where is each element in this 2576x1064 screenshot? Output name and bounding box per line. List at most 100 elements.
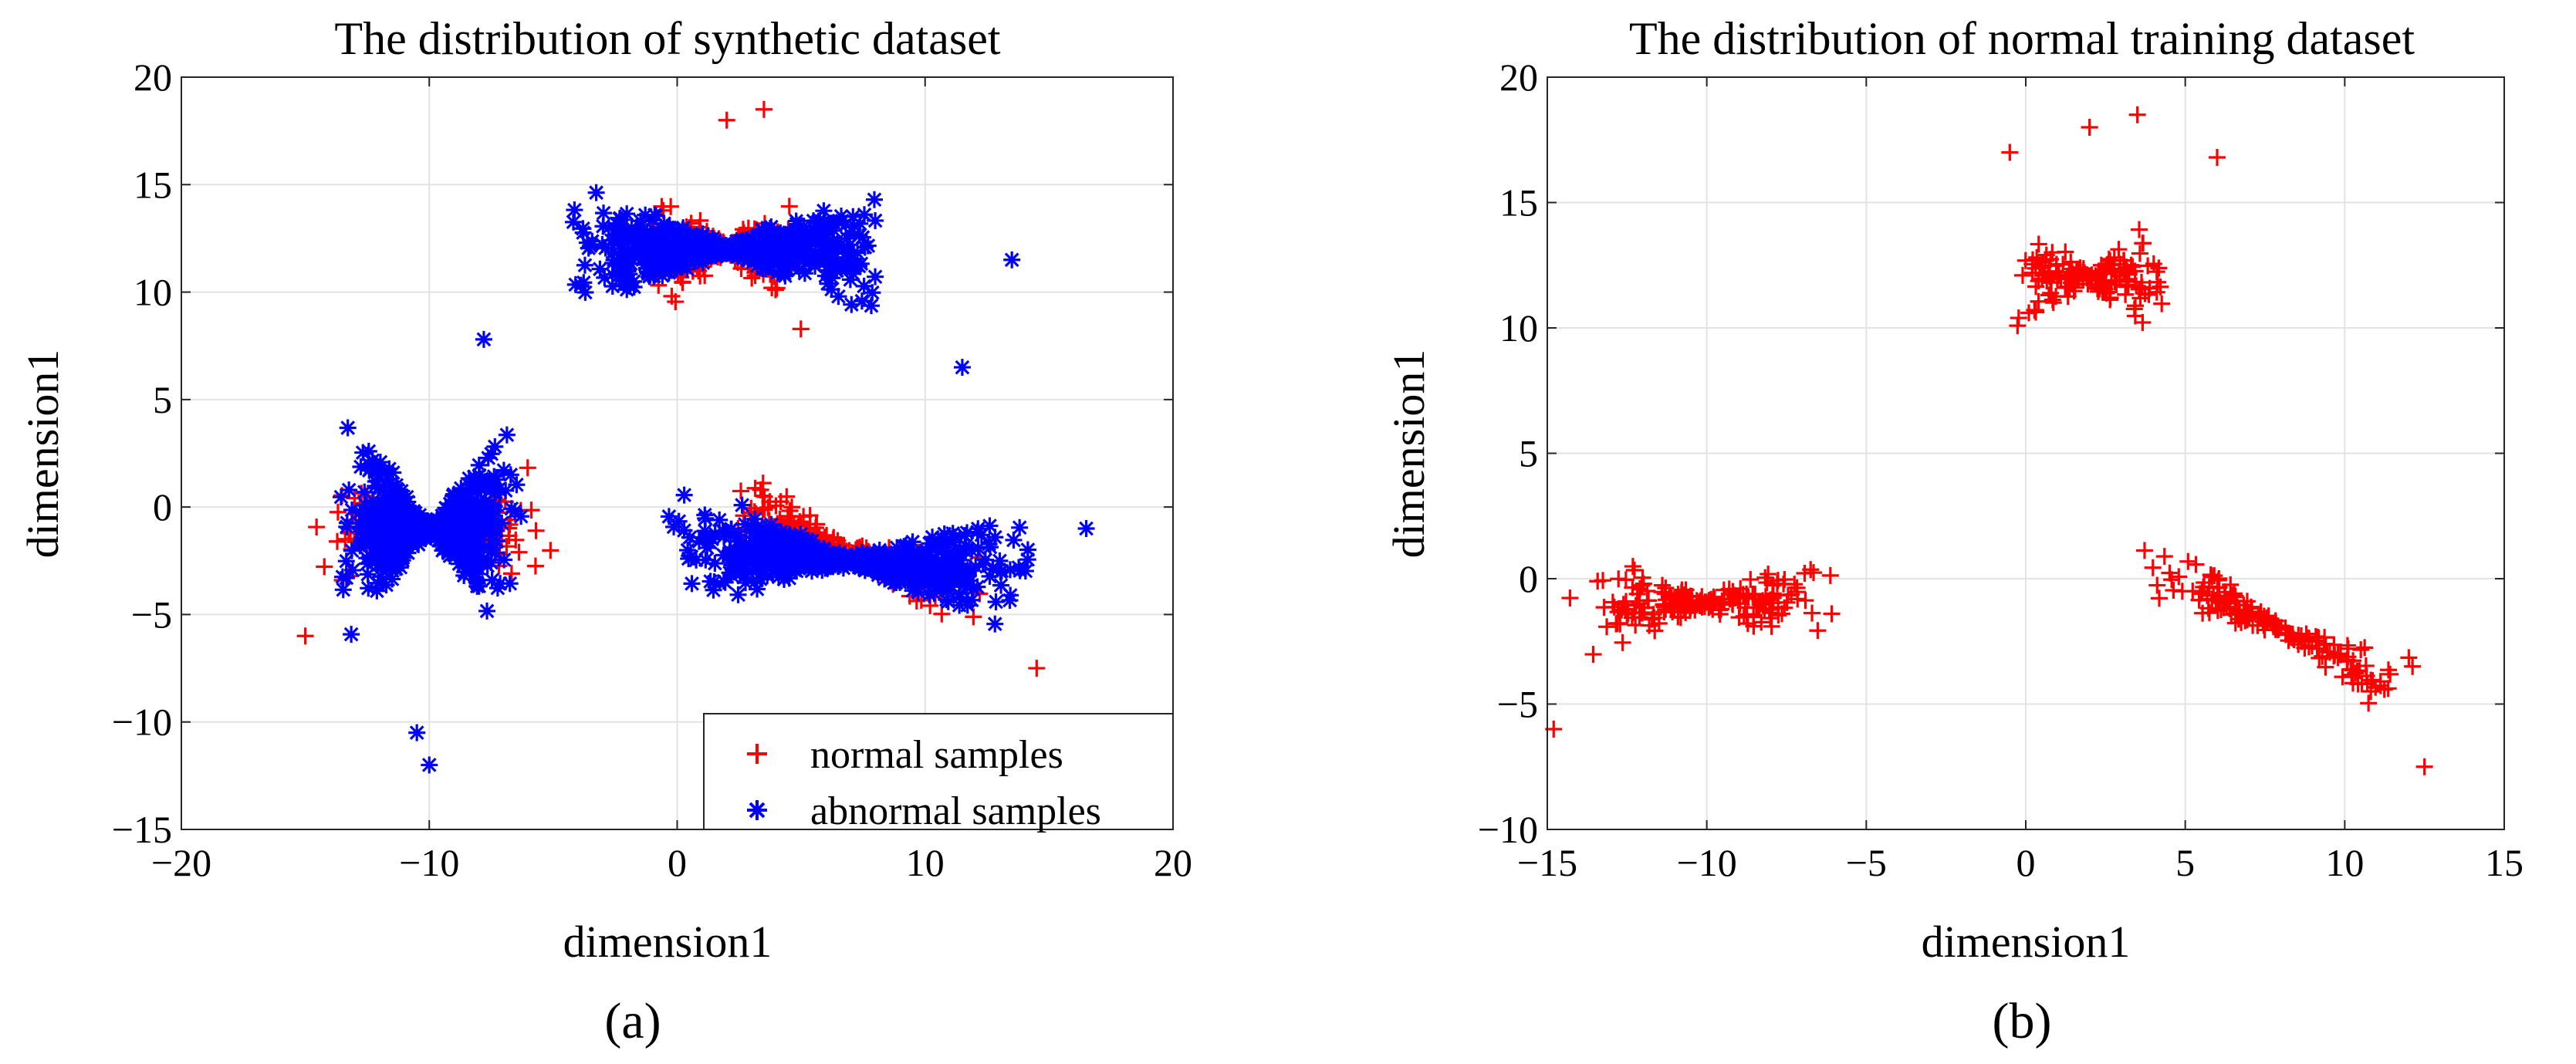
normal-sample-point <box>691 211 709 229</box>
y-tick-label: −5 <box>131 593 172 636</box>
normal-sample-point <box>754 475 772 492</box>
normal-sample-point <box>2001 144 2019 161</box>
panel-b-title: The distribution of normal training data… <box>1629 13 2415 64</box>
panel-b-label: (b) <box>1993 993 2052 1049</box>
abnormal-sample-point <box>820 216 838 234</box>
abnormal-sample-point <box>808 214 826 231</box>
abnormal-sample-point <box>418 526 435 544</box>
y-tick-label: 15 <box>134 163 172 206</box>
abnormal-sample-point <box>482 554 500 572</box>
x-tick-label: −10 <box>399 841 459 884</box>
normal-sample-point <box>674 274 691 292</box>
abnormal-sample-point <box>483 521 501 539</box>
abnormal-sample-point <box>486 502 504 520</box>
abnormal-sample-point <box>963 591 981 609</box>
normal-sample-point <box>1561 589 1579 607</box>
abnormal-sample-point <box>931 566 949 584</box>
abnormal-sample-point <box>774 562 792 580</box>
abnormal-sample-point <box>706 555 724 573</box>
abnormal-sample-point <box>776 546 793 564</box>
abnormal-sample-point <box>823 281 840 299</box>
panel-b-grid <box>1547 77 2504 829</box>
abnormal-sample-point <box>343 542 360 559</box>
abnormal-sample-point <box>473 470 491 488</box>
abnormal-sample-point <box>687 245 705 263</box>
abnormal-sample-point <box>721 238 739 255</box>
abnormal-sample-point <box>974 556 992 573</box>
y-tick-label: −10 <box>1478 808 1538 851</box>
normal-sample-point <box>1821 566 1839 584</box>
abnormal-sample-point <box>366 545 384 562</box>
abnormal-sample-point <box>595 204 613 222</box>
normal-sample-point <box>2135 542 2153 559</box>
abnormal-sample-point <box>468 573 485 591</box>
abnormal-sample-point <box>859 237 877 255</box>
normal-sample-point <box>2400 649 2418 667</box>
abnormal-sample-point <box>759 528 777 546</box>
abnormal-sample-point <box>844 265 862 282</box>
abnormal-sample-point <box>387 476 405 494</box>
abnormal-sample-point <box>826 551 843 569</box>
abnormal-sample-point <box>741 549 759 566</box>
normal-sample-point <box>2404 657 2422 675</box>
abnormal-sample-point <box>660 264 678 282</box>
normal-sample-point <box>308 518 326 536</box>
normal-sample-point <box>2128 106 2146 123</box>
normal-sample-point <box>2379 661 2397 679</box>
abnormal-sample-point <box>398 520 416 538</box>
abnormal-sample-point <box>729 586 747 603</box>
panel-b-x-label: dimension1 <box>1922 917 2131 967</box>
abnormal-sample-point <box>697 509 715 527</box>
normal-sample-point <box>2173 583 2191 600</box>
normal-sample-point <box>519 459 536 477</box>
abnormal-sample-point <box>776 265 793 282</box>
normal-sample-point <box>329 532 347 550</box>
x-tick-label: 0 <box>668 841 687 884</box>
normal-sample-point <box>527 522 545 539</box>
y-tick-label: −5 <box>1497 683 1538 726</box>
abnormal-sample-point <box>343 501 360 518</box>
abnormal-sample-point <box>458 534 475 552</box>
abnormal-sample-point <box>625 278 643 296</box>
abnormal-sample-point <box>881 552 899 570</box>
abnormal-sample-point <box>681 529 698 546</box>
normal-sample-point <box>755 100 772 118</box>
abnormal-sample-point <box>735 234 753 252</box>
abnormal-sample-point <box>636 229 654 247</box>
normal-sample-point <box>806 519 824 537</box>
panel-b-points <box>1545 106 2433 775</box>
x-tick-label: 10 <box>906 841 945 884</box>
abnormal-sample-point <box>369 574 387 592</box>
abnormal-sample-point <box>980 535 998 553</box>
normal-sample-point <box>329 503 347 521</box>
normal-sample-point <box>780 198 798 215</box>
abnormal-sample-point <box>665 518 683 535</box>
y-tick-label: 20 <box>134 56 172 99</box>
normal-sample-point <box>792 320 810 338</box>
panel-b-y-label: dimension1 <box>1384 350 1434 559</box>
normal-sample-point <box>526 557 544 575</box>
normal-sample-point <box>510 543 528 561</box>
abnormal-sample-point <box>574 224 592 242</box>
abnormal-sample-point <box>828 262 846 279</box>
normal-sample-point <box>1823 605 1841 623</box>
abnormal-sample-point <box>435 539 453 557</box>
abnormal-sample-point <box>766 248 783 266</box>
abnormal-sample-point <box>576 256 593 274</box>
normal-sample-point <box>662 198 680 215</box>
abnormal-sample-point <box>339 419 357 437</box>
y-tick-label: 5 <box>153 378 172 421</box>
abnormal-sample-point <box>789 248 806 266</box>
normal-sample-point <box>2134 235 2152 252</box>
abnormal-sample-point <box>446 543 464 561</box>
abnormal-sample-point <box>1002 586 1019 604</box>
abnormal-sample-point <box>438 513 456 531</box>
abnormal-sample-point <box>470 456 488 474</box>
normal-sample-point <box>1598 618 1616 636</box>
normal-sample-point <box>1610 570 1628 588</box>
abnormal-sample-point <box>385 536 403 554</box>
panel-a: The distribution of synthetic dataset −2… <box>18 13 1192 1049</box>
normal-sample-point <box>2360 694 2378 712</box>
y-tick-label: 10 <box>134 271 172 314</box>
abnormal-sample-point <box>566 201 583 219</box>
